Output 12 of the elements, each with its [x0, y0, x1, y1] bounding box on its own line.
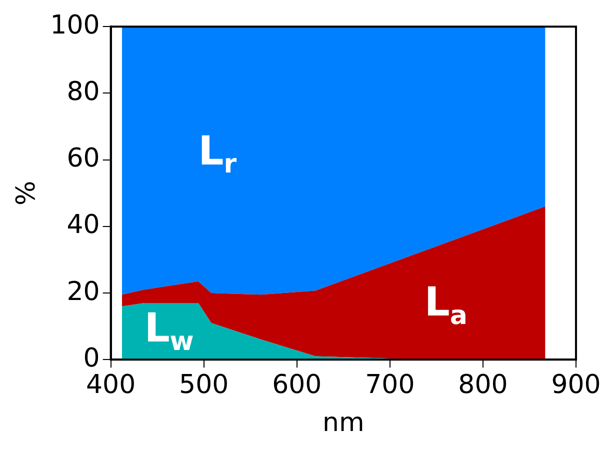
- x-tick-label: 500: [179, 370, 229, 400]
- x-axis-title: nm: [322, 408, 364, 438]
- y-tick-label: 40: [66, 210, 100, 240]
- y-tick-label: 100: [50, 10, 100, 40]
- y-tick-label: 60: [66, 144, 100, 174]
- x-tick-label: 800: [458, 370, 508, 400]
- y-tick-label: 80: [66, 76, 100, 107]
- x-tick-label: 600: [272, 370, 322, 400]
- x-tick-label: 900: [551, 370, 601, 400]
- y-tick-label: 20: [66, 276, 100, 307]
- x-tick-label: 700: [365, 370, 415, 400]
- y-axis-title: %: [11, 180, 42, 206]
